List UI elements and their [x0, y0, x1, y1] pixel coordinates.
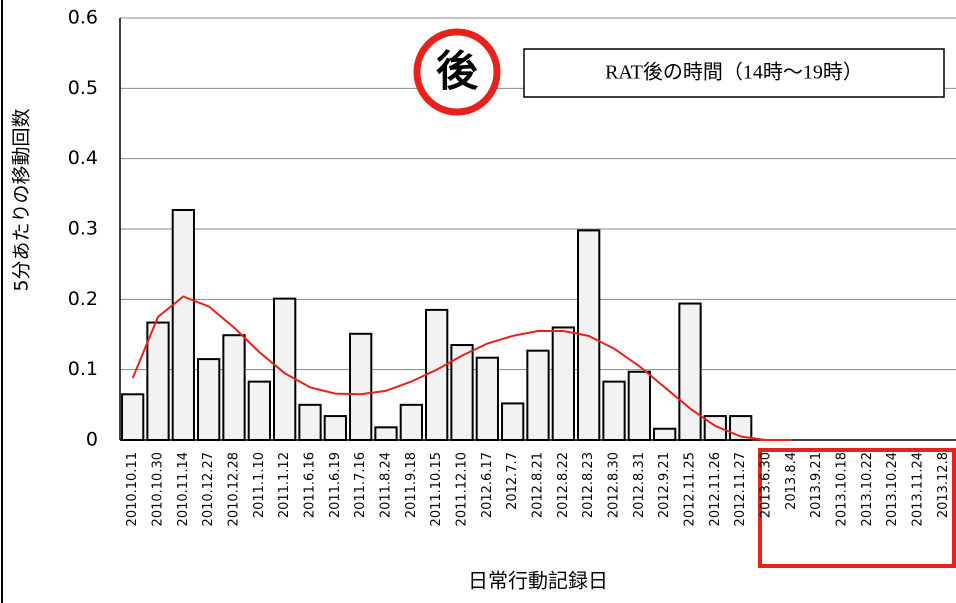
x-tick-label: 2010.12.27: [201, 452, 216, 526]
x-tick-label: 2013.9.21: [809, 452, 824, 518]
bar: [146, 321, 170, 441]
bar: [678, 302, 702, 442]
x-tick-label: 2010.10.11: [125, 452, 140, 526]
y-tick-label: 0.4: [68, 147, 98, 169]
x-tick-label: 2012.6.17: [480, 452, 495, 518]
x-tick-label: 2013.11.24: [911, 452, 926, 526]
bar: [399, 403, 423, 442]
x-tick-label: 2012.8.22: [556, 452, 571, 518]
bar: [374, 426, 398, 441]
x-tick-label: 2010.12.28: [227, 452, 242, 526]
x-axis-label: 日常行動記録日: [468, 569, 608, 593]
x-tick-label: 2011.6.19: [328, 452, 343, 518]
bar: [121, 393, 145, 441]
bar: [475, 356, 499, 441]
x-tick-label: 2012.9.21: [657, 452, 672, 518]
x-tick-label: 2011.1.12: [277, 452, 292, 518]
x-tick-label: 2011.10.15: [429, 452, 444, 526]
x-tick-label: 2013.10.22: [860, 452, 875, 526]
y-tick-label: 0.6: [68, 7, 98, 29]
x-tick-label: 2010.10.30: [151, 452, 166, 526]
x-tick-label: 2010.11.14: [176, 452, 191, 526]
x-tick-label: 2012.8.30: [607, 452, 622, 518]
annotation-text: RAT後の時間（14時～19時）: [605, 61, 863, 84]
annotation-mark: 後: [436, 47, 479, 96]
y-tick-label: 0: [86, 429, 98, 451]
bar: [551, 326, 575, 442]
x-tick-label: 2011.1.10: [252, 452, 267, 518]
bar: [526, 349, 550, 441]
trend-line: [131, 295, 792, 441]
bar: [197, 358, 221, 441]
x-tick-label: 2013.6.30: [759, 452, 774, 518]
x-tick-label: 2012.11.25: [683, 452, 698, 526]
x-tick-label: 2011.6.16: [303, 452, 318, 518]
x-tick-label: 2013.10.18: [835, 452, 850, 526]
x-tick-label: 2012.8.31: [632, 452, 647, 518]
x-tick-label: 2013.12.8: [936, 452, 951, 518]
x-tick-label: 2012.8.23: [581, 452, 596, 518]
bar: [602, 380, 626, 441]
annotation-circle: [413, 28, 501, 116]
x-tick-label: 2011.8.24: [379, 452, 394, 518]
y-axis-label: 5分あたりの移動回数: [11, 108, 33, 291]
bar: [349, 332, 373, 441]
bar: [653, 427, 677, 442]
x-tick-label: 2012.7.7: [505, 452, 520, 510]
x-tick-label: 2012.8.21: [531, 452, 546, 518]
highlight-box: [758, 448, 956, 568]
bar: [222, 334, 246, 442]
bar: [627, 370, 651, 442]
bar: [501, 402, 525, 441]
bar: [425, 308, 449, 441]
x-tick-label: 2013.10.24: [885, 452, 900, 526]
bar: [273, 297, 297, 441]
x-tick-label: 2012.11.26: [708, 452, 723, 526]
x-tick-label: 2011.9.18: [404, 452, 419, 518]
y-tick-label: 0.5: [68, 77, 98, 99]
bar: [171, 209, 195, 441]
y-tick-label: 0.2: [68, 288, 98, 310]
bar: [323, 415, 347, 442]
bar: [298, 403, 322, 442]
x-tick-label: 2013.8.4: [784, 452, 799, 510]
x-tick-label: 2012.11.27: [733, 452, 748, 526]
plot: 0 0.1 0.2 0.3 0.4 0.5 0.6 2010.10.11 2010.10.30 2…: [68, 7, 956, 526]
y-tick-label: 0.3: [68, 218, 98, 240]
bar: [247, 380, 271, 441]
bar: [450, 344, 474, 441]
x-tick-label: 2011.7.16: [353, 452, 368, 518]
x-tick-label: 2011.12.10: [455, 452, 470, 526]
annotation-box: [523, 48, 945, 98]
y-tick-label: 0.1: [68, 358, 98, 380]
